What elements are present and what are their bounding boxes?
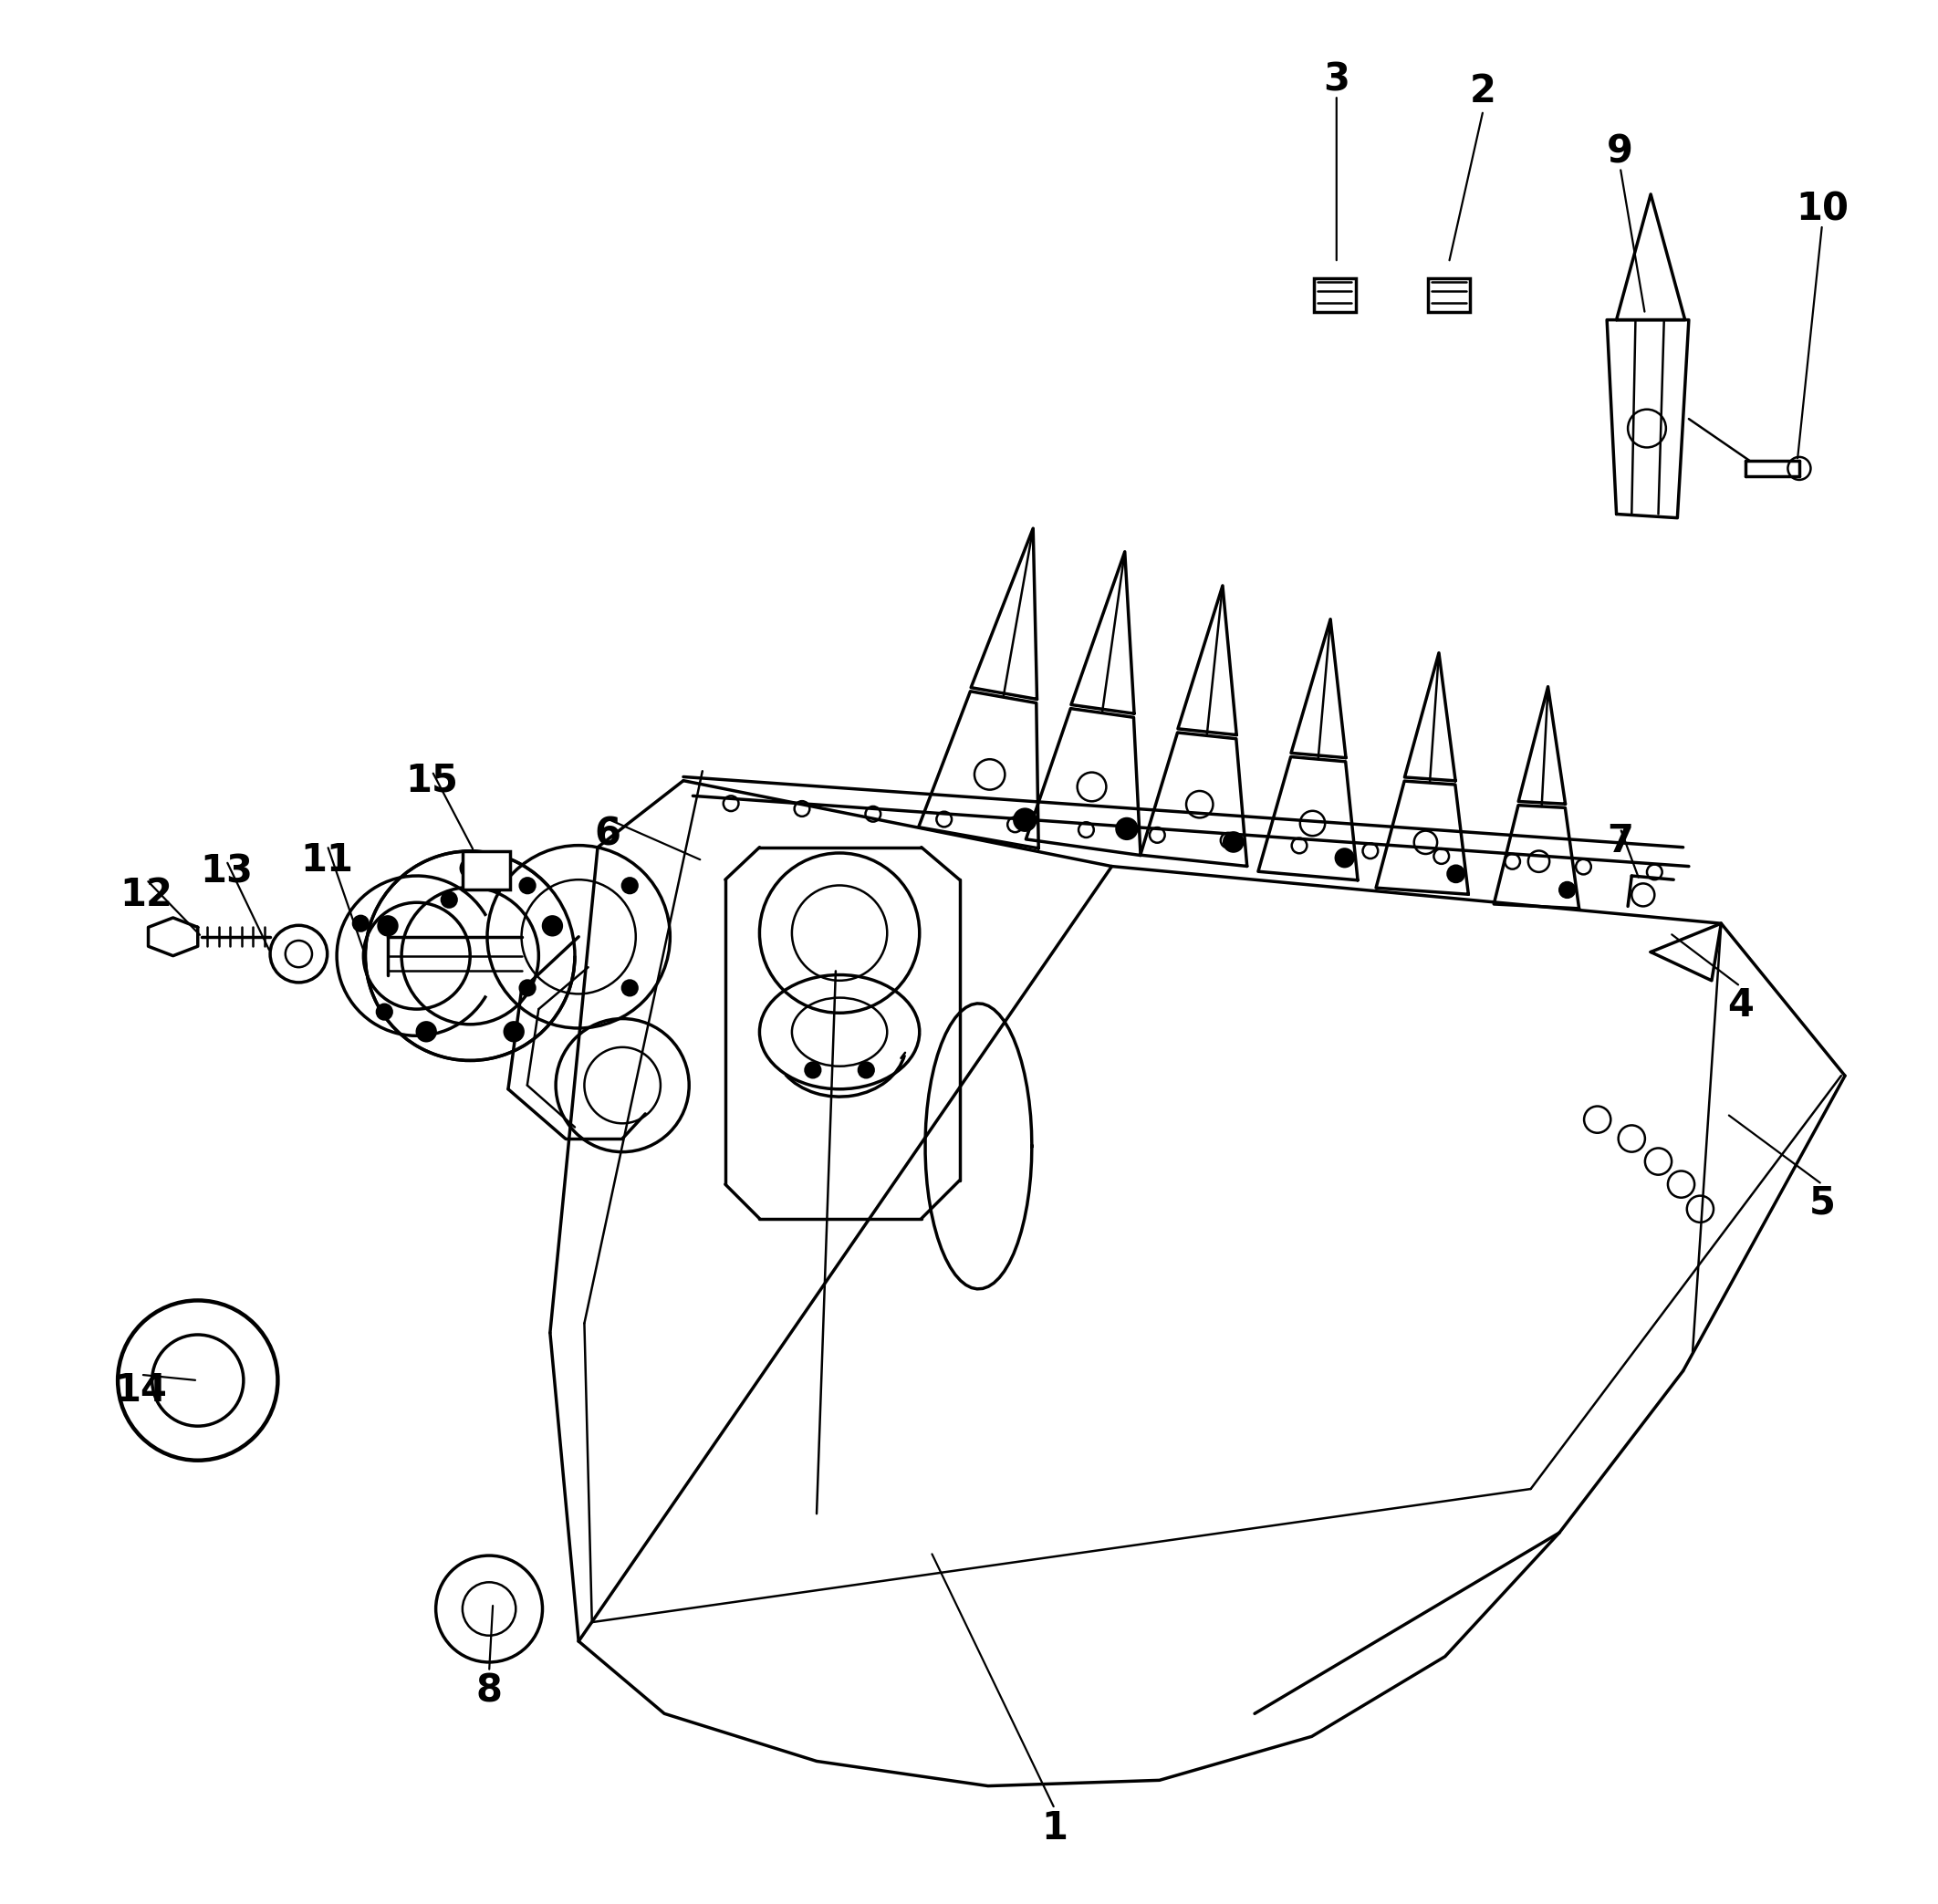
Text: 6: 6: [593, 815, 620, 853]
Circle shape: [378, 916, 397, 935]
Circle shape: [1448, 866, 1465, 882]
Circle shape: [504, 1022, 523, 1041]
Circle shape: [1223, 832, 1242, 851]
Circle shape: [376, 1003, 391, 1019]
Circle shape: [417, 1022, 436, 1041]
Text: 1: 1: [1041, 1809, 1068, 1847]
Text: 10: 10: [1797, 190, 1849, 228]
Text: 15: 15: [405, 762, 459, 800]
FancyBboxPatch shape: [1314, 278, 1355, 312]
Circle shape: [622, 981, 638, 996]
Text: 9: 9: [1607, 133, 1634, 171]
Text: 2: 2: [1469, 72, 1496, 110]
Text: 12: 12: [120, 876, 172, 914]
Text: 11: 11: [300, 842, 355, 880]
Circle shape: [519, 878, 535, 893]
Text: 5: 5: [1808, 1184, 1835, 1222]
Circle shape: [353, 916, 368, 931]
Circle shape: [859, 1062, 874, 1078]
Circle shape: [1335, 849, 1353, 866]
Circle shape: [804, 1062, 820, 1078]
Circle shape: [442, 893, 457, 908]
Bar: [463, 851, 510, 889]
Text: 8: 8: [477, 1672, 502, 1710]
FancyBboxPatch shape: [1428, 278, 1469, 312]
Text: 13: 13: [200, 853, 252, 891]
Circle shape: [519, 981, 535, 996]
Circle shape: [1560, 882, 1576, 897]
Circle shape: [1014, 809, 1037, 830]
Text: 14: 14: [114, 1371, 167, 1409]
Circle shape: [622, 878, 638, 893]
Text: 3: 3: [1324, 61, 1349, 99]
Circle shape: [461, 859, 479, 878]
Circle shape: [1116, 819, 1138, 840]
Text: 7: 7: [1607, 823, 1634, 861]
Text: 4: 4: [1727, 986, 1754, 1024]
Circle shape: [543, 916, 562, 935]
